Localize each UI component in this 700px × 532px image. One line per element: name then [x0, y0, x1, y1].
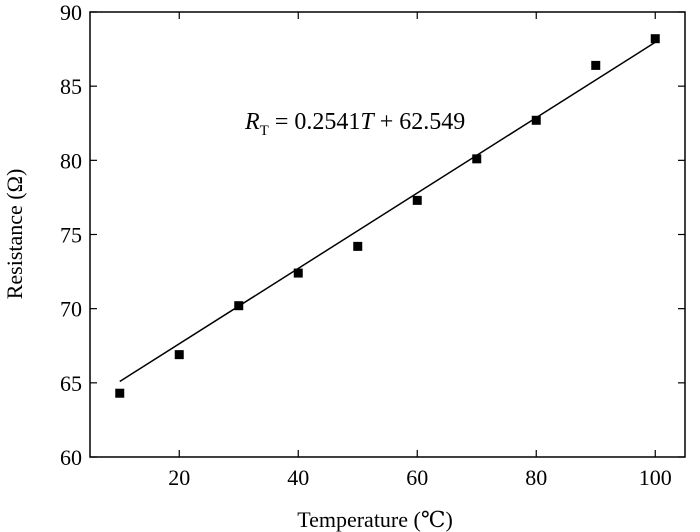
y-tick-label: 60: [60, 445, 82, 470]
data-point: [353, 241, 363, 251]
data-point: [591, 60, 601, 70]
equation-constant: + 62.549: [374, 109, 466, 135]
data-point: [472, 154, 482, 164]
y-tick-label: 90: [60, 0, 82, 25]
x-tick-label: 80: [525, 465, 547, 490]
x-tick-label: 100: [639, 465, 672, 490]
plot-frame: [89, 11, 686, 458]
equation-variable: T: [360, 109, 375, 135]
equation-lhs-symbol: R: [244, 109, 260, 135]
data-point: [412, 195, 422, 205]
data-point: [531, 115, 541, 125]
y-axis: 60 65 70 75 80 85 90: [60, 0, 685, 470]
data-point: [650, 34, 660, 44]
y-tick-label: 85: [60, 74, 82, 99]
y-tick-label: 70: [60, 297, 82, 322]
x-axis: 20 40 60 80 100: [168, 12, 672, 490]
equation-coefficient: 0.2541: [294, 109, 360, 135]
data-point: [174, 350, 184, 360]
data-point: [234, 301, 244, 311]
fit-line-layer: [119, 41, 656, 383]
data-point: [293, 268, 303, 278]
x-tick-label: 40: [287, 465, 309, 490]
y-tick-label: 80: [60, 148, 82, 173]
equation-equals: =: [269, 109, 295, 135]
fit-line: [119, 41, 656, 383]
x-tick-label: 60: [406, 465, 428, 490]
x-tick-label: 20: [168, 465, 190, 490]
fit-equation: RT = 0.2541T + 62.549: [244, 109, 465, 139]
y-axis-label: Resistance (Ω): [2, 169, 27, 300]
x-axis-label: Temperature (℃): [297, 507, 453, 532]
y-tick-label: 65: [60, 371, 82, 396]
y-tick-label: 75: [60, 223, 82, 248]
equation-lhs-subscript: T: [260, 123, 269, 139]
data-points: [115, 34, 660, 398]
data-point: [115, 388, 125, 398]
